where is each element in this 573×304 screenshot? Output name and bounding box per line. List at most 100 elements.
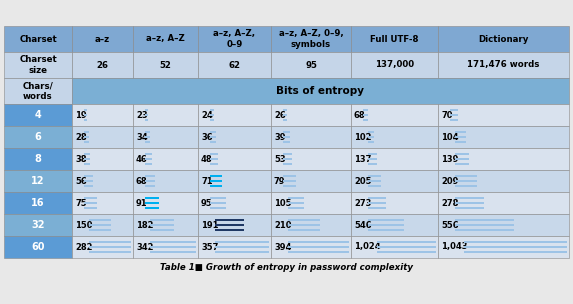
Text: 209: 209 bbox=[441, 177, 458, 185]
Bar bbox=[454, 229, 515, 231]
Bar bbox=[454, 163, 469, 165]
Text: a–z, A–Z, 0–9,
symbols: a–z, A–Z, 0–9, symbols bbox=[278, 29, 343, 49]
Bar bbox=[210, 153, 218, 155]
Text: 28: 28 bbox=[75, 133, 87, 141]
Bar bbox=[72, 104, 133, 126]
Bar bbox=[367, 219, 404, 221]
Bar bbox=[454, 197, 485, 199]
Bar bbox=[145, 114, 148, 116]
Bar bbox=[84, 119, 87, 121]
Text: 34: 34 bbox=[136, 133, 148, 141]
Text: 394: 394 bbox=[274, 243, 292, 251]
Bar bbox=[438, 126, 569, 148]
Bar bbox=[283, 185, 296, 187]
Bar bbox=[145, 141, 150, 143]
Bar bbox=[210, 207, 226, 209]
Text: 60: 60 bbox=[32, 242, 45, 252]
Text: Full UTF-8: Full UTF-8 bbox=[370, 34, 419, 43]
Bar bbox=[288, 229, 320, 231]
Text: 70: 70 bbox=[441, 110, 453, 119]
Bar bbox=[72, 126, 133, 148]
Bar bbox=[133, 170, 198, 192]
Text: 32: 32 bbox=[32, 220, 45, 230]
Bar bbox=[288, 250, 349, 253]
Bar bbox=[88, 229, 111, 231]
Text: a–z, A–Z: a–z, A–Z bbox=[146, 34, 185, 43]
Bar bbox=[198, 214, 271, 236]
Bar bbox=[367, 141, 374, 143]
Bar bbox=[367, 202, 386, 204]
Text: a–z: a–z bbox=[95, 34, 110, 43]
Bar bbox=[150, 229, 174, 231]
Bar bbox=[4, 192, 72, 214]
Bar bbox=[367, 229, 404, 231]
Bar bbox=[271, 192, 351, 214]
Bar bbox=[150, 224, 174, 226]
Text: 75: 75 bbox=[75, 199, 87, 208]
Bar bbox=[84, 109, 87, 111]
Bar bbox=[72, 52, 133, 78]
Text: 4: 4 bbox=[34, 110, 41, 120]
Bar bbox=[367, 153, 376, 155]
Bar bbox=[283, 180, 296, 182]
Bar bbox=[283, 114, 287, 116]
Bar bbox=[288, 219, 320, 221]
Bar bbox=[351, 236, 438, 258]
Bar bbox=[454, 224, 515, 226]
Bar bbox=[214, 224, 244, 226]
Bar bbox=[145, 131, 150, 133]
Bar bbox=[210, 131, 216, 133]
Text: 282: 282 bbox=[75, 243, 92, 251]
Bar bbox=[72, 26, 133, 52]
Bar bbox=[438, 192, 569, 214]
Text: 24: 24 bbox=[201, 110, 213, 119]
Bar bbox=[214, 241, 269, 244]
Bar bbox=[454, 180, 477, 182]
Bar bbox=[283, 141, 289, 143]
Bar bbox=[133, 148, 198, 170]
Bar bbox=[454, 136, 466, 138]
Bar bbox=[88, 246, 131, 248]
Bar bbox=[133, 104, 198, 126]
Bar bbox=[133, 126, 198, 148]
Bar bbox=[84, 207, 96, 209]
Bar bbox=[283, 119, 287, 121]
Bar bbox=[210, 158, 218, 160]
Text: 19: 19 bbox=[75, 110, 87, 119]
Text: 137: 137 bbox=[354, 154, 371, 164]
Bar bbox=[210, 197, 226, 199]
Text: 56: 56 bbox=[75, 177, 87, 185]
Text: 26: 26 bbox=[96, 60, 108, 70]
Text: 68: 68 bbox=[354, 110, 366, 119]
Bar bbox=[367, 207, 386, 209]
Bar bbox=[351, 170, 438, 192]
Bar bbox=[145, 175, 155, 177]
Bar bbox=[72, 170, 133, 192]
Text: Dictionary: Dictionary bbox=[478, 34, 529, 43]
Bar bbox=[367, 131, 374, 133]
Bar bbox=[4, 214, 72, 236]
Bar bbox=[72, 214, 133, 236]
Bar bbox=[84, 202, 96, 204]
Text: 6: 6 bbox=[34, 132, 41, 142]
Bar bbox=[454, 153, 469, 155]
Text: 71: 71 bbox=[201, 177, 213, 185]
Bar bbox=[198, 236, 271, 258]
Bar bbox=[145, 185, 155, 187]
Bar bbox=[4, 78, 72, 104]
Bar bbox=[145, 136, 150, 138]
Bar bbox=[210, 180, 222, 182]
Bar bbox=[133, 52, 198, 78]
Bar bbox=[376, 241, 436, 244]
Text: 137,000: 137,000 bbox=[375, 60, 414, 70]
Text: 139: 139 bbox=[441, 154, 458, 164]
Text: 556: 556 bbox=[441, 220, 458, 230]
Text: 26: 26 bbox=[274, 110, 286, 119]
Bar bbox=[288, 246, 349, 248]
Bar bbox=[454, 207, 485, 209]
Bar bbox=[84, 141, 89, 143]
Bar bbox=[4, 104, 72, 126]
Text: 91: 91 bbox=[136, 199, 148, 208]
Bar bbox=[271, 148, 351, 170]
Bar bbox=[454, 219, 515, 221]
